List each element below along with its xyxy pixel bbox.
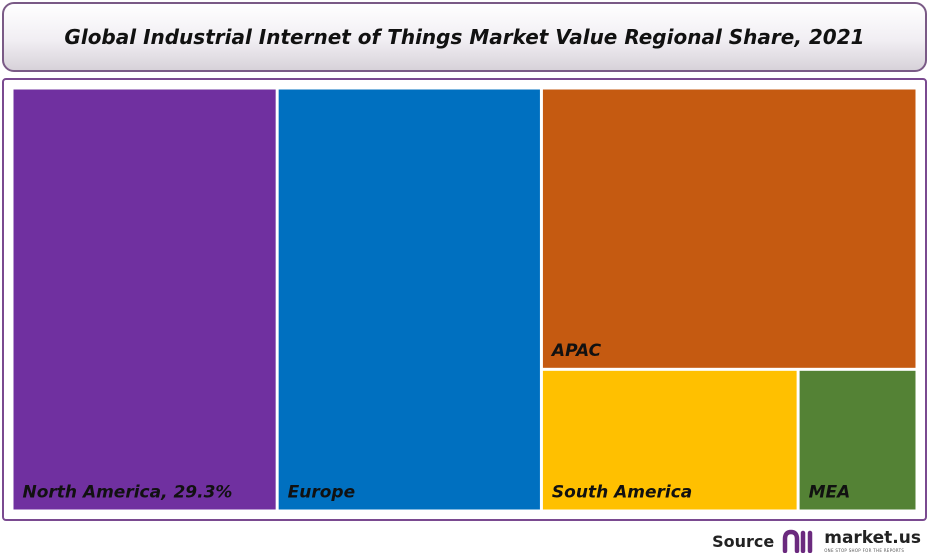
chart-title-box: Global Industrial Internet of Things Mar… (2, 2, 927, 72)
treemap-label-north-america: North America, 29.3% (23, 483, 233, 503)
treemap-tile-apac (542, 89, 916, 368)
brand-block: market.us ONE STOP SHOP FOR THE REPORTS (824, 527, 921, 553)
treemap-label-south-america: South America (552, 483, 692, 503)
treemap-label-apac: APAC (550, 341, 602, 361)
treemap-tile-europe (278, 89, 540, 510)
source-credit: Source market.us ONE STOP SHOP FOR THE R… (712, 528, 921, 554)
treemap-tile-north-america (13, 89, 276, 510)
source-label: Source (712, 531, 775, 551)
brand-tagline: ONE STOP SHOP FOR THE REPORTS (824, 547, 905, 553)
brand-name: market.us (824, 527, 921, 548)
treemap-label-europe: Europe (288, 483, 355, 503)
chart-title: Global Industrial Internet of Things Mar… (64, 25, 865, 49)
market-us-logo-icon (782, 529, 813, 553)
treemap-tile-south-america (542, 370, 797, 510)
treemap-label-mea: MEA (809, 483, 851, 503)
treemap-tile-mea (799, 370, 916, 510)
